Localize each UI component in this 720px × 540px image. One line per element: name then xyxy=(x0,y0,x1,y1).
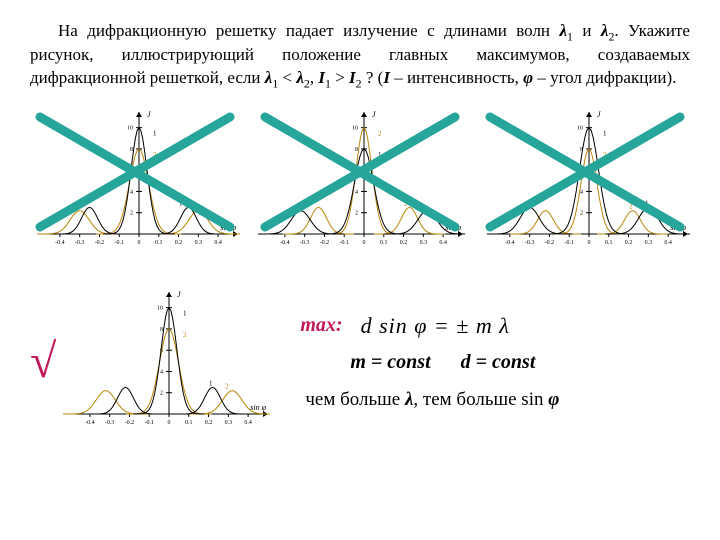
svg-text:0.4: 0.4 xyxy=(214,240,222,246)
svg-text:sin φ: sin φ xyxy=(445,223,461,232)
svg-text:0: 0 xyxy=(138,240,141,246)
svg-text:4: 4 xyxy=(580,189,583,195)
svg-text:1: 1 xyxy=(183,309,187,317)
svg-text:-0.3: -0.3 xyxy=(300,240,310,246)
svg-text:2: 2 xyxy=(580,211,583,217)
chart-d: -0.4-0.3-0.2-0.100.10.20.30.4246810Jsin … xyxy=(60,287,270,437)
svg-text:0.2: 0.2 xyxy=(400,240,408,246)
svg-text:0.1: 0.1 xyxy=(155,240,163,246)
grating-formula: d sin φ = ± m λ xyxy=(361,313,510,339)
svg-text:0.4: 0.4 xyxy=(439,240,447,246)
svg-text:0.2: 0.2 xyxy=(175,240,183,246)
svg-text:2: 2 xyxy=(603,151,607,159)
svg-text:2: 2 xyxy=(195,202,199,210)
svg-text:-0.4: -0.4 xyxy=(505,240,515,246)
svg-text:1: 1 xyxy=(378,151,382,159)
svg-text:4: 4 xyxy=(355,189,358,195)
svg-text:2: 2 xyxy=(629,202,633,210)
svg-text:0: 0 xyxy=(363,240,366,246)
svg-text:J: J xyxy=(597,110,601,119)
svg-text:2: 2 xyxy=(160,391,163,397)
svg-text:0.1: 0.1 xyxy=(185,420,193,426)
bottom-row: √ -0.4-0.3-0.2-0.100.10.20.30.4246810Jsi… xyxy=(30,287,690,437)
m-const: m = const xyxy=(350,351,430,373)
svg-text:0.4: 0.4 xyxy=(664,240,672,246)
svg-text:-0.2: -0.2 xyxy=(125,420,135,426)
svg-text:0.1: 0.1 xyxy=(605,240,613,246)
svg-text:-0.1: -0.1 xyxy=(339,240,349,246)
conclusion: чем больше λ, тем больше sin φ xyxy=(300,389,690,411)
svg-text:1: 1 xyxy=(209,379,213,387)
svg-text:2: 2 xyxy=(404,199,408,207)
problem-statement: На дифракционную решетку падает излучени… xyxy=(30,20,690,92)
svg-text:-0.4: -0.4 xyxy=(85,420,95,426)
svg-text:1: 1 xyxy=(603,129,607,137)
svg-text:0: 0 xyxy=(168,420,171,426)
max-label: max: xyxy=(300,314,342,337)
svg-text:J: J xyxy=(177,290,181,299)
svg-text:10: 10 xyxy=(127,125,133,131)
chart-c: -0.4-0.3-0.2-0.100.10.20.30.4246810Jsin … xyxy=(480,107,690,257)
svg-text:-0.1: -0.1 xyxy=(114,240,124,246)
diffraction-chart: -0.4-0.3-0.2-0.100.10.20.30.4246810Jsin … xyxy=(480,107,690,252)
svg-text:-0.2: -0.2 xyxy=(95,240,105,246)
svg-text:2: 2 xyxy=(130,211,133,217)
svg-text:4: 4 xyxy=(130,189,133,195)
svg-text:sin φ: sin φ xyxy=(670,223,686,232)
svg-text:2: 2 xyxy=(183,331,187,339)
svg-text:2: 2 xyxy=(153,151,157,159)
svg-text:0.4: 0.4 xyxy=(245,420,253,426)
svg-text:8: 8 xyxy=(160,327,163,333)
top-charts-row: -0.4-0.3-0.2-0.100.10.20.30.4246810Jsin … xyxy=(30,107,690,257)
svg-text:10: 10 xyxy=(157,305,163,311)
line1: На дифракционную решетку падает излучени… xyxy=(30,21,550,40)
chart-a: -0.4-0.3-0.2-0.100.10.20.30.4246810Jsin … xyxy=(30,107,240,257)
svg-text:sin φ: sin φ xyxy=(251,403,267,412)
svg-text:-0.4: -0.4 xyxy=(55,240,64,246)
svg-text:-0.1: -0.1 xyxy=(564,240,574,246)
diffraction-chart: -0.4-0.3-0.2-0.100.10.20.30.4246810Jsin … xyxy=(60,287,270,432)
svg-text:-0.3: -0.3 xyxy=(75,240,85,246)
svg-text:0.2: 0.2 xyxy=(625,240,633,246)
diffraction-chart: -0.4-0.3-0.2-0.100.10.20.30.4246810Jsin … xyxy=(30,107,240,252)
svg-text:-0.4: -0.4 xyxy=(280,240,290,246)
svg-text:8: 8 xyxy=(130,147,133,153)
diffraction-chart: -0.4-0.3-0.2-0.100.10.20.30.4246810Jsin … xyxy=(255,107,465,252)
svg-text:0.3: 0.3 xyxy=(195,240,203,246)
svg-text:1: 1 xyxy=(420,202,424,210)
svg-text:-0.2: -0.2 xyxy=(545,240,555,246)
chart-b: -0.4-0.3-0.2-0.100.10.20.30.4246810Jsin … xyxy=(255,107,465,257)
svg-text:1: 1 xyxy=(153,129,157,137)
svg-text:J: J xyxy=(372,110,376,119)
svg-text:8: 8 xyxy=(355,147,358,153)
svg-text:0.1: 0.1 xyxy=(380,240,388,246)
svg-text:sin φ: sin φ xyxy=(220,223,236,232)
d-const: d = const xyxy=(461,351,536,373)
svg-text:0.2: 0.2 xyxy=(205,420,213,426)
lambda1: λ xyxy=(559,21,567,40)
svg-text:2: 2 xyxy=(355,211,358,217)
svg-text:10: 10 xyxy=(352,125,358,131)
svg-text:-0.3: -0.3 xyxy=(105,420,115,426)
svg-text:-0.2: -0.2 xyxy=(320,240,330,246)
check-icon: √ xyxy=(30,334,56,389)
svg-text:10: 10 xyxy=(577,125,583,131)
svg-text:-0.1: -0.1 xyxy=(145,420,155,426)
svg-text:2: 2 xyxy=(225,382,229,390)
svg-text:2: 2 xyxy=(378,129,382,137)
svg-text:1: 1 xyxy=(645,199,649,207)
svg-text:0.3: 0.3 xyxy=(645,240,653,246)
svg-text:0.3: 0.3 xyxy=(225,420,233,426)
svg-text:-0.3: -0.3 xyxy=(525,240,535,246)
svg-text:0.3: 0.3 xyxy=(420,240,428,246)
svg-text:1: 1 xyxy=(179,199,183,207)
svg-text:4: 4 xyxy=(160,369,163,375)
svg-text:0: 0 xyxy=(588,240,591,246)
svg-text:J: J xyxy=(147,110,151,119)
